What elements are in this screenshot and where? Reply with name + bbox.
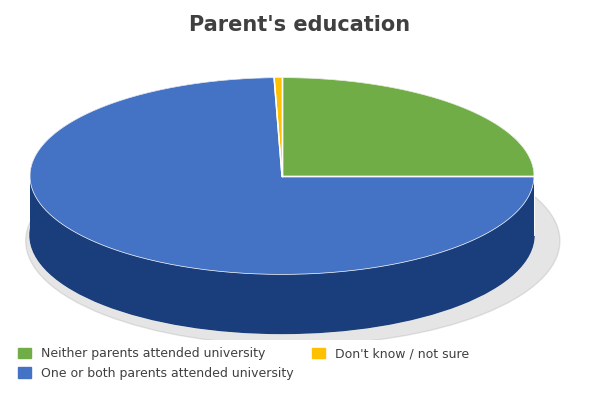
Polygon shape [30,78,274,234]
Polygon shape [30,78,534,274]
Polygon shape [282,78,534,235]
Polygon shape [274,78,282,176]
Text: Parent's education: Parent's education [190,15,410,35]
Legend: Neither parents attended university, One or both parents attended university, Do: Neither parents attended university, One… [18,348,469,380]
Polygon shape [274,78,282,137]
Ellipse shape [30,137,534,334]
Ellipse shape [26,137,560,345]
Polygon shape [30,176,534,334]
Polygon shape [282,78,534,176]
